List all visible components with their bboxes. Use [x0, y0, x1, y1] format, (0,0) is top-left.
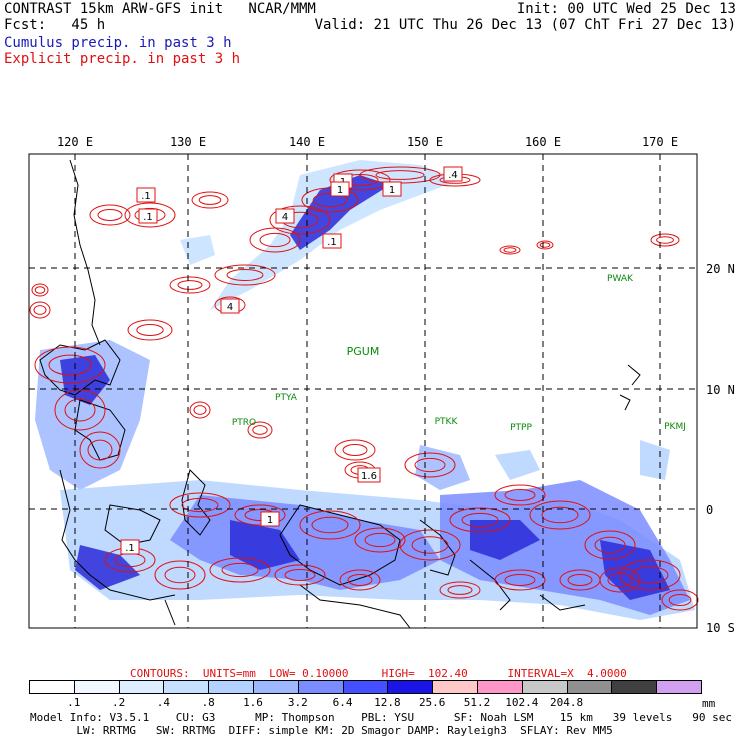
colorbar-unit: mm: [702, 697, 716, 710]
plot-title: CONTRAST 15km ARW-GFS init NCAR/MMM: [4, 1, 316, 17]
svg-text:.1: .1: [141, 191, 151, 202]
contour-label: 1: [260, 511, 280, 527]
lon-label: 130 E: [170, 135, 206, 149]
station-labels: PGUM PWAK PTYA PTRO PTKK PTPP PKMJ: [232, 274, 686, 433]
station-label: PGUM: [347, 345, 380, 358]
contour-label: .1: [138, 208, 158, 224]
colorbar: [29, 680, 702, 694]
svg-text:1.6: 1.6: [361, 471, 377, 482]
lat-label: 0: [706, 503, 713, 517]
cumulus-precip-fill: [35, 160, 695, 620]
colorbar-tick: 25.6: [418, 696, 446, 709]
colorbar-swatch: [521, 680, 568, 694]
colorbar-swatch: [73, 680, 120, 694]
colorbar-swatch: [611, 680, 658, 694]
colorbar-tick: 1.6: [243, 696, 263, 709]
colorbar-swatch: [432, 680, 478, 694]
colorbar-tick: 6.4: [332, 696, 353, 709]
svg-text:.1: .1: [125, 543, 135, 554]
lon-label: 150 E: [407, 135, 443, 149]
lon-label: 140 E: [289, 135, 325, 149]
contour-labels: .1.144.1.411.11.611: [120, 166, 463, 555]
colorbar-tick: 12.8: [374, 696, 401, 709]
station-label: PKMJ: [664, 422, 686, 432]
colorbar-swatch: [387, 680, 434, 694]
contour-label: 4: [220, 298, 240, 314]
latitude-labels: 20 N 10 N 0 10 S: [706, 262, 735, 635]
longitude-labels: 120 E 130 E 140 E 150 E 160 E 170 E: [57, 135, 678, 149]
station-label: PTKK: [435, 417, 459, 427]
contour-label: .1: [120, 539, 140, 555]
contour-label: 1: [330, 181, 350, 197]
coastlines: [39, 159, 641, 629]
colorbar-swatch: [297, 680, 344, 694]
colorbar-swatch: [566, 680, 613, 694]
colorbar-swatch: [118, 680, 165, 694]
colorbar-swatch: [342, 680, 389, 694]
lon-label: 170 E: [642, 135, 678, 149]
colorbar-tick: 3.2: [287, 696, 308, 709]
svg-text:.1: .1: [143, 212, 153, 223]
contour-label: 1.6: [357, 467, 381, 483]
colorbar-tick: 204.8: [550, 696, 584, 709]
model-info-line-1: Model Info: V3.5.1 CU: G3 MP: Thompson P…: [30, 711, 732, 724]
colorbar-swatch: [163, 680, 210, 694]
colorbar-swatch: [29, 680, 75, 694]
svg-text:4: 4: [282, 212, 288, 223]
colorbar-tick: 102.4: [505, 696, 539, 709]
cumulus-precip-label: Cumulus precip. in past 3 h: [4, 35, 232, 51]
colorbar-tick: .2: [111, 696, 126, 709]
svg-text:1: 1: [389, 185, 395, 196]
lon-label: 120 E: [57, 135, 93, 149]
svg-text:1: 1: [267, 515, 273, 526]
colorbar-tick: .8: [201, 696, 215, 709]
station-label: PTYA: [275, 393, 298, 403]
lat-lon-grid: [29, 154, 697, 628]
lat-label: 20 N: [706, 262, 735, 276]
model-info-line-2: LW: RRTMG SW: RRTMG DIFF: simple KM: 2D …: [30, 724, 613, 737]
map-frame: [28, 153, 698, 629]
explicit-precip-label: Explicit precip. in past 3 h: [4, 51, 241, 67]
colorbar-swatch: [253, 680, 299, 694]
lon-label: 160 E: [525, 135, 561, 149]
contour-label: 1: [382, 181, 402, 197]
svg-text:.1: .1: [327, 237, 337, 248]
station-label: PTRO: [232, 418, 256, 428]
contour-info: CONTOURS: UNITS=mm LOW= 0.10000 HIGH= 10…: [130, 667, 627, 680]
station-label: PTPP: [510, 423, 532, 433]
colorbar-tick: .1: [67, 696, 81, 709]
contour-label: .1: [322, 233, 342, 249]
colorbar-swatch: [208, 680, 254, 694]
svg-text:1: 1: [337, 185, 343, 196]
colorbar-swatch: [656, 680, 702, 694]
svg-text:.4: .4: [448, 170, 458, 181]
svg-text:4: 4: [227, 302, 233, 313]
forecast-hour: Fcst: 45 h: [4, 17, 106, 33]
colorbar-swatch: [477, 680, 523, 694]
contour-label: .4: [443, 166, 463, 182]
colorbar-tick: .4: [156, 696, 171, 709]
lat-label: 10 N: [706, 383, 735, 397]
init-time: Init: 00 UTC Wed 25 Dec 13: [516, 1, 736, 17]
station-label: PWAK: [607, 274, 634, 284]
colorbar-tick: 51.2: [463, 696, 491, 709]
contour-label: 4: [275, 208, 295, 224]
valid-time: Valid: 21 UTC Thu 26 Dec 13 (07 ChT Fri …: [314, 17, 736, 33]
contour-label: .1: [136, 187, 156, 203]
lat-label: 10 S: [706, 621, 735, 635]
